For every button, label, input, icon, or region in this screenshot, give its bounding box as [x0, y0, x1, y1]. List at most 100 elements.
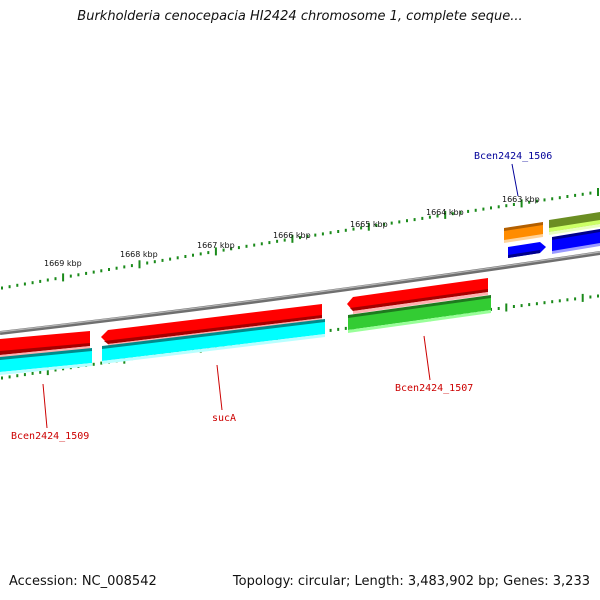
- outer-scale-tick: [597, 188, 599, 196]
- outer-scale-tick: [291, 234, 294, 243]
- outer-scale-tick: [100, 269, 103, 273]
- gene-bcen2424-1506-blue[interactable]: [508, 242, 546, 258]
- outer-scale-tick: [1, 286, 3, 290]
- outer-scale-tick: [512, 203, 515, 206]
- outer-scale-tick: [276, 239, 279, 243]
- accession-text: Accession: NC_008542: [9, 574, 157, 589]
- inner-scale-tick: [574, 297, 577, 301]
- label-bcen2424-1507[interactable]: Bcen2424_1507: [395, 383, 473, 394]
- outer-scale-tick: [398, 220, 401, 224]
- inner-scale-tick: [46, 367, 49, 376]
- scale-label-1664: 1664 kbp: [426, 208, 464, 217]
- outer-scale-tick: [31, 281, 34, 285]
- inner-scale-tick: [1, 376, 3, 380]
- outer-scale-tick: [8, 285, 11, 289]
- inner-scale-tick: [16, 374, 19, 378]
- label-bcen2424-1506[interactable]: Bcen2424_1506: [474, 151, 552, 162]
- outer-scale-tick: [16, 283, 19, 287]
- gene-bcen2424-1507-green[interactable]: [348, 295, 491, 333]
- scale-label-1666: 1666 kbp: [273, 231, 311, 240]
- outer-scale-tick: [490, 206, 492, 210]
- outer-scale-tick: [146, 261, 149, 265]
- outer-scale-tick: [314, 233, 317, 237]
- outer-scale-tick: [337, 230, 340, 233]
- outer-scale-tick: [360, 226, 363, 230]
- gene-adjacent-olive[interactable]: [549, 212, 600, 235]
- inner-scale-tick: [329, 328, 332, 332]
- outer-scale-tick: [306, 234, 309, 238]
- outer-scale-tick: [77, 273, 80, 277]
- inner-scale-tick: [512, 305, 515, 308]
- outer-scale-tick: [283, 238, 286, 242]
- outer-scale-tick: [421, 216, 424, 220]
- outer-scale-tick: [406, 219, 408, 223]
- gene-bcen2424-1507-forward[interactable]: [347, 278, 488, 314]
- leader-bcen2424-1509: [42, 383, 48, 429]
- label-suca[interactable]: sucA: [212, 413, 236, 424]
- inner-scale-tick: [520, 304, 523, 308]
- outer-scale-tick: [153, 260, 156, 264]
- outer-scale-tick: [367, 222, 370, 231]
- outer-scale-tick: [444, 210, 447, 219]
- inner-scale-tick: [54, 368, 57, 372]
- outer-scale-tick: [299, 236, 301, 240]
- inner-scale-tick: [558, 299, 561, 303]
- outer-scale-tick: [245, 244, 248, 248]
- inner-scale-tick: [8, 375, 11, 379]
- inner-scale-tick: [337, 327, 340, 331]
- label-bcen2424-1509[interactable]: Bcen2424_1509: [11, 431, 89, 442]
- outer-scale-tick: [237, 246, 240, 250]
- outer-scale-tick: [199, 252, 202, 256]
- inner-scale-tick: [551, 300, 554, 304]
- outer-scale-tick: [566, 195, 569, 198]
- inner-scale-tick: [100, 361, 103, 365]
- outer-scale-tick: [62, 273, 65, 282]
- gene-bcen2424-1509-cyan[interactable]: [0, 348, 92, 375]
- outer-scale-tick: [130, 264, 133, 268]
- leader-bcen2424-1507: [423, 335, 431, 381]
- inner-scale-tick: [92, 362, 95, 366]
- inner-scale-tick: [597, 294, 599, 298]
- outer-scale-tick: [230, 247, 233, 251]
- outer-scale-tick: [482, 207, 485, 211]
- outer-scale-tick: [260, 242, 263, 246]
- scale-label-1665: 1665 kbp: [350, 220, 388, 229]
- outer-scale-tick: [589, 191, 592, 195]
- inner-scale-tick: [39, 370, 42, 374]
- leader-suca: [216, 364, 223, 411]
- outer-scale-tick: [253, 243, 256, 247]
- outer-scale-tick: [390, 221, 393, 225]
- inner-scale-tick: [581, 293, 584, 302]
- outer-scale-tick: [574, 193, 577, 197]
- outer-scale-tick: [497, 205, 500, 209]
- outer-scale-tick: [436, 214, 439, 218]
- outer-scale-tick: [46, 278, 49, 282]
- outer-scale-tick: [176, 256, 179, 260]
- outer-scale-tick: [375, 224, 378, 227]
- outer-scale-tick: [413, 218, 416, 222]
- inner-scale-tick: [31, 371, 34, 375]
- gene-bcen2424-1506-orange[interactable]: [504, 222, 543, 243]
- gene-suca-cyan[interactable]: [102, 319, 325, 364]
- outer-scale-tick: [459, 211, 462, 215]
- outer-scale-tick: [123, 265, 126, 269]
- outer-scale-tick: [383, 222, 386, 226]
- inner-scale-tick: [497, 307, 500, 310]
- outer-scale-tick: [528, 200, 531, 204]
- gene-adjacent-blue[interactable]: [552, 229, 600, 254]
- outer-scale-tick: [268, 241, 271, 245]
- outer-scale-tick: [321, 232, 324, 236]
- outer-scale-tick: [69, 274, 72, 278]
- leader-bcen2424-1506: [511, 163, 519, 197]
- inner-scale-tick: [23, 373, 26, 377]
- outer-scale-tick: [138, 260, 141, 269]
- outer-scale-tick: [543, 198, 546, 202]
- inner-scale-tick: [505, 303, 508, 312]
- outer-scale-tick: [222, 248, 225, 252]
- outer-scale-tick: [214, 247, 217, 256]
- map-title: Burkholderia cenocepacia HI2424 chromoso…: [77, 9, 523, 24]
- scale-label-1667: 1667 kbp: [197, 241, 235, 250]
- inner-scale-tick: [543, 301, 546, 305]
- outer-scale-tick: [23, 282, 26, 286]
